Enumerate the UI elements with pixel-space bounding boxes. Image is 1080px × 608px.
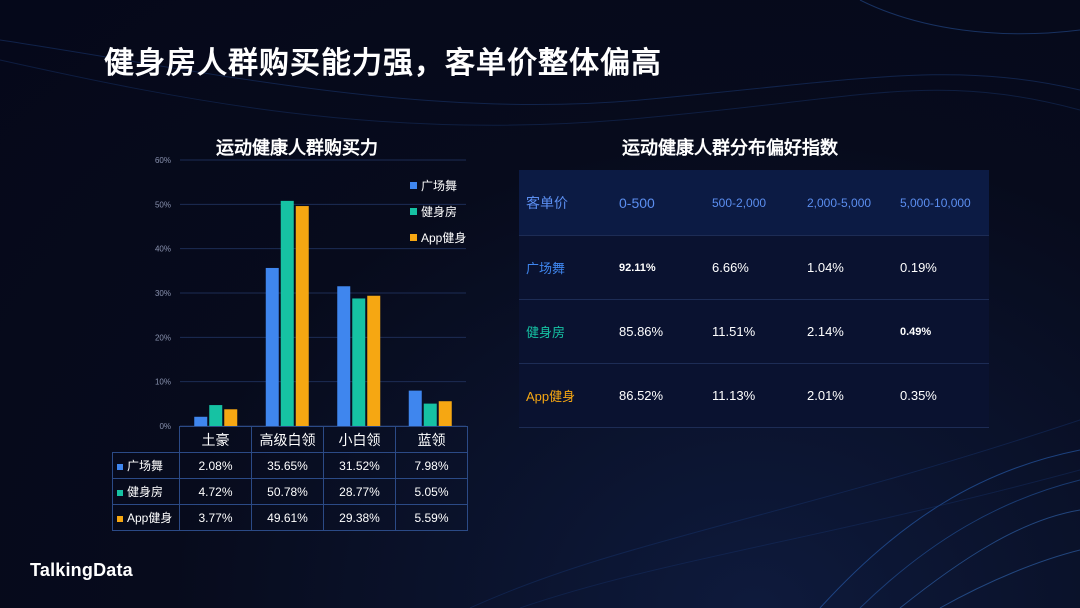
pref-cell: 2.14% bbox=[800, 299, 893, 364]
data-table-row: App健身 3.77% 49.61% 29.38% 5.59% bbox=[112, 504, 468, 531]
pref-header-cell: 2,000-5,000 bbox=[800, 170, 893, 236]
legend-swatch bbox=[410, 182, 417, 189]
pref-table-row: App健身 86.52% 11.13% 2.01% 0.35% bbox=[519, 363, 989, 428]
bar bbox=[423, 403, 437, 426]
data-table-row: 健身房 4.72% 50.78% 28.77% 5.05% bbox=[112, 478, 468, 505]
bar bbox=[209, 405, 223, 426]
pref-cell: 2.01% bbox=[800, 363, 893, 428]
series-name: 健身房 bbox=[127, 485, 164, 499]
data-cell: 4.72% bbox=[179, 478, 252, 505]
talkingdata-logo: TalkingData bbox=[30, 560, 133, 580]
data-table-row-label: App健身 bbox=[112, 504, 180, 531]
data-cell: 7.98% bbox=[395, 452, 468, 479]
bar bbox=[408, 390, 422, 426]
pref-cell: 85.86% bbox=[612, 299, 705, 364]
pref-cell: 1.04% bbox=[800, 235, 893, 300]
series-swatch bbox=[117, 463, 123, 470]
legend-label: 健身房 bbox=[421, 204, 457, 219]
data-table-header: 高级白领 bbox=[251, 426, 324, 453]
pref-row-label: App健身 bbox=[519, 363, 612, 428]
data-cell: 50.78% bbox=[251, 478, 324, 505]
pref-cell: 0.19% bbox=[893, 235, 989, 300]
legend-swatch bbox=[410, 208, 417, 215]
bar bbox=[280, 200, 294, 426]
data-table-row: 广场舞 2.08% 35.65% 31.52% 7.98% bbox=[112, 452, 468, 479]
pref-cell: 11.13% bbox=[705, 363, 800, 428]
series-name: App健身 bbox=[127, 511, 173, 525]
bar bbox=[337, 286, 351, 426]
y-tick-label: 30% bbox=[155, 289, 171, 298]
pref-cell: 6.66% bbox=[705, 235, 800, 300]
pref-cell: 0.49% bbox=[893, 299, 989, 364]
data-table-row-label: 广场舞 bbox=[112, 452, 180, 479]
bar bbox=[352, 298, 366, 426]
pref-table-header-row: 客单价 0-500 500-2,000 2,000-5,000 5,000-10… bbox=[519, 170, 989, 236]
preference-index-table: 客单价 0-500 500-2,000 2,000-5,000 5,000-10… bbox=[519, 170, 989, 428]
pref-cell: 0.35% bbox=[893, 363, 989, 428]
data-table-row-label: 健身房 bbox=[112, 478, 180, 505]
data-cell: 31.52% bbox=[323, 452, 396, 479]
pref-header-cell: 500-2,000 bbox=[705, 170, 800, 236]
pref-header-cell: 0-500 bbox=[612, 170, 705, 236]
data-table-header: 小白领 bbox=[323, 426, 396, 453]
series-swatch bbox=[117, 515, 123, 522]
pref-row-label: 广场舞 bbox=[519, 235, 612, 300]
chart-title: 运动健康人群购买力 bbox=[216, 138, 378, 158]
pref-table-title: 运动健康人群分布偏好指数 bbox=[622, 138, 838, 158]
legend-swatch bbox=[410, 234, 417, 241]
pref-row-label: 健身房 bbox=[519, 299, 612, 364]
data-cell: 35.65% bbox=[251, 452, 324, 479]
pref-cell: 92.11% bbox=[612, 235, 705, 300]
data-table-header: 蓝领 bbox=[395, 426, 468, 453]
bar bbox=[265, 267, 279, 426]
bar bbox=[438, 401, 452, 426]
bar bbox=[295, 206, 309, 426]
data-table-corner bbox=[112, 426, 180, 453]
data-table-header-row: 土豪 高级白领 小白领 蓝领 bbox=[112, 426, 468, 453]
pref-cell: 11.51% bbox=[705, 299, 800, 364]
y-tick-label: 40% bbox=[155, 245, 171, 254]
y-tick-label: 60% bbox=[155, 156, 171, 165]
y-tick-label: 50% bbox=[155, 200, 171, 209]
series-name: 广场舞 bbox=[127, 459, 164, 473]
data-cell: 3.77% bbox=[179, 504, 252, 531]
pref-header-cell: 客单价 bbox=[519, 170, 612, 236]
bar bbox=[224, 409, 238, 426]
bar bbox=[367, 295, 381, 426]
pref-cell: 86.52% bbox=[612, 363, 705, 428]
data-cell: 28.77% bbox=[323, 478, 396, 505]
y-tick-label: 10% bbox=[155, 378, 171, 387]
data-table-header: 土豪 bbox=[179, 426, 252, 453]
data-cell: 2.08% bbox=[179, 452, 252, 479]
purchasing-power-data-table: 土豪 高级白领 小白领 蓝领 广场舞 2.08% 35.65% 31.52% 7… bbox=[112, 426, 468, 531]
pref-header-cell: 5,000-10,000 bbox=[893, 170, 989, 236]
data-cell: 5.59% bbox=[395, 504, 468, 531]
data-cell: 49.61% bbox=[251, 504, 324, 531]
legend-label: App健身 bbox=[421, 230, 466, 245]
pref-table-row: 健身房 85.86% 11.51% 2.14% 0.49% bbox=[519, 299, 989, 364]
pref-table-row: 广场舞 92.11% 6.66% 1.04% 0.19% bbox=[519, 235, 989, 300]
y-tick-label: 20% bbox=[155, 333, 171, 342]
data-cell: 29.38% bbox=[323, 504, 396, 531]
legend-label: 广场舞 bbox=[421, 179, 457, 193]
data-cell: 5.05% bbox=[395, 478, 468, 505]
bar bbox=[194, 416, 208, 426]
series-swatch bbox=[117, 489, 123, 496]
page-title: 健身房人群购买能力强，客单价整体偏高 bbox=[104, 47, 662, 80]
